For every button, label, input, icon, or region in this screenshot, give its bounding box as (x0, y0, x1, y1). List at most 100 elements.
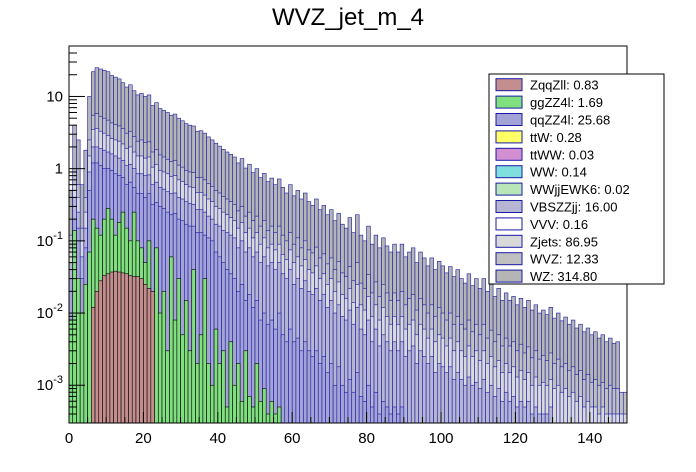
bin-bar (529, 413, 535, 423)
legend-entry: WVZ: 12.33 (495, 252, 599, 267)
bin-bar (79, 312, 85, 423)
bin-bar (340, 384, 345, 423)
bin-bar (146, 288, 152, 423)
bin-bar (489, 384, 494, 423)
bin-bar (105, 273, 111, 423)
bin-bar (87, 251, 92, 423)
bin-bar (236, 363, 241, 423)
bin-bar (563, 388, 568, 423)
bin-bar (593, 406, 598, 423)
legend-entry: ZqqZll: 0.83 (495, 78, 599, 93)
bin-bar (210, 384, 215, 423)
bin-bar (436, 363, 442, 423)
legend-label: WW: 0.14 (530, 165, 587, 180)
bin-bar (250, 307, 256, 423)
y-tick-label: 1 (55, 161, 63, 178)
legend-swatch (495, 234, 523, 248)
bin-bar (466, 376, 472, 423)
histogram-bars (69, 67, 627, 423)
y-tick-label: 10 (46, 88, 63, 105)
bin-bar (407, 350, 412, 423)
bin-bar (180, 334, 185, 423)
bin-bar (615, 413, 620, 423)
bin-bar (470, 384, 475, 423)
bin-bar (444, 372, 449, 423)
legend-entry: VBSZZjj: 16.00 (495, 200, 617, 215)
legend-swatch (495, 147, 523, 161)
bin-bar (582, 406, 587, 423)
bin-bar (373, 391, 379, 423)
bin-bar (537, 413, 542, 423)
bin-bar (273, 328, 278, 423)
bin-bar (135, 276, 140, 423)
bin-bar (254, 363, 260, 423)
bin-bar (403, 356, 408, 423)
x-tick-label: 0 (65, 430, 73, 447)
bin-bar (399, 406, 405, 423)
bin-bar (329, 363, 334, 423)
legend-label: VVV: 0.16 (530, 217, 588, 232)
bin-bar (544, 413, 550, 423)
bin-bar (336, 366, 341, 423)
legend-entry: ttWW: 0.03 (495, 147, 594, 162)
bin-bar (410, 345, 416, 423)
bin-bar (143, 284, 148, 423)
x-tick-label: 120 (503, 430, 528, 447)
legend-label: WWjjEWK6: 0.02 (530, 182, 630, 197)
bin-bar (284, 341, 289, 423)
bin-bar (381, 400, 386, 423)
bin-bar (277, 406, 282, 423)
bin-bar (273, 413, 278, 423)
bin-bar (291, 341, 297, 423)
bin-bar (492, 396, 498, 423)
bin-bar (384, 406, 390, 423)
bin-bar (325, 372, 330, 423)
y-tick-label: 10-2 (37, 302, 63, 322)
legend-label: qqZZ4l: 25.68 (530, 113, 610, 128)
bin-bar (474, 381, 479, 423)
bin-bar (91, 307, 96, 423)
bin-bar (496, 388, 501, 423)
bin-bar (314, 350, 319, 423)
bin-bar (507, 400, 512, 423)
legend-swatch (495, 95, 523, 109)
bin-bar (362, 400, 367, 423)
legend-entry: WZ: 314.80 (495, 269, 597, 284)
legend: ZqqZll: 0.83 ggZZ4l: 1.69 qqZZ4l: 25.68 ttW… (488, 73, 665, 285)
legend-label: WVZ: 12.33 (530, 252, 599, 267)
bin-bar (224, 406, 230, 423)
bin-bar (622, 413, 627, 423)
bin-bar (124, 273, 129, 423)
legend-label: ZqqZll: 0.83 (530, 78, 599, 93)
bin-bar (109, 271, 114, 423)
bin-bar (161, 291, 167, 423)
bin-bar (574, 400, 579, 423)
bin-bar (265, 413, 271, 423)
bin-bar (515, 406, 520, 423)
bin-bar (366, 384, 371, 423)
legend-label: ttWW: 0.03 (530, 147, 594, 162)
x-tick-label: 140 (577, 430, 602, 447)
bin-bar (533, 406, 539, 423)
legend-swatch (495, 182, 523, 196)
bin-bar (317, 363, 323, 423)
bin-bar (459, 379, 464, 423)
bin-bar (228, 341, 233, 423)
bin-bar (585, 400, 591, 423)
bin-bar (396, 350, 401, 423)
legend-swatch (495, 165, 523, 179)
bin-bar (195, 363, 200, 423)
legend-entry: WWjjEWK6: 0.02 (495, 182, 630, 197)
bin-bar (392, 406, 397, 423)
bin-bar (503, 391, 509, 423)
bin-bar (157, 312, 163, 423)
bin-bar (448, 366, 453, 423)
bin-bar (347, 379, 353, 423)
bin-bar (481, 379, 486, 423)
bin-bar (165, 350, 170, 423)
bin-bar (265, 323, 271, 423)
legend-entry: Zjets: 86.95 (495, 234, 598, 249)
bin-bar (559, 391, 565, 423)
bin-bar (128, 275, 133, 423)
